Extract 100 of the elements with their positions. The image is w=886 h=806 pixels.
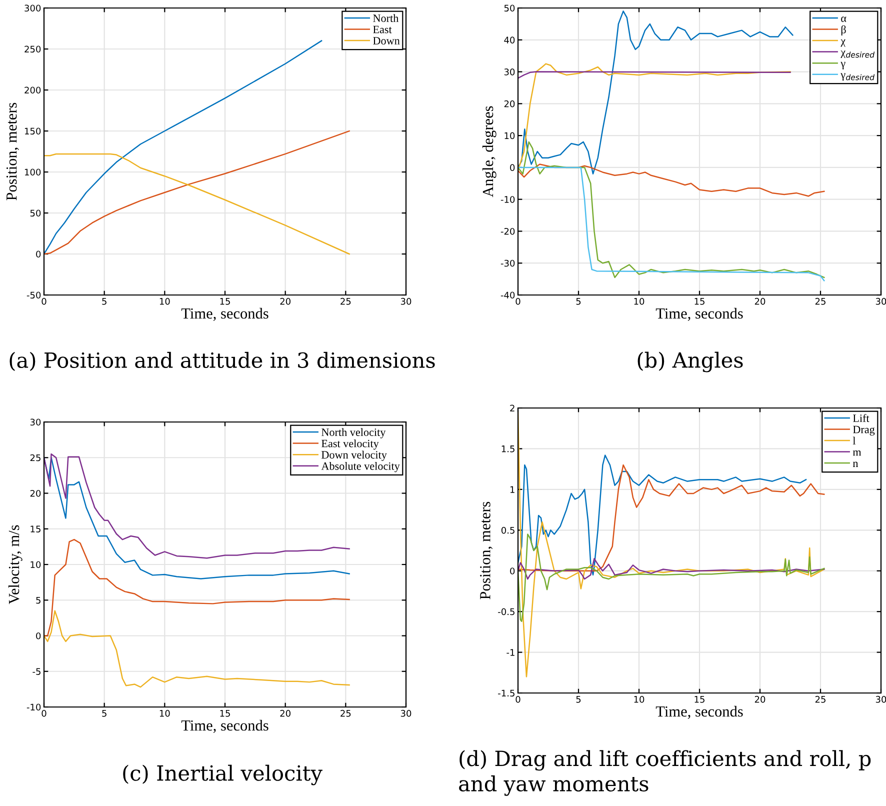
y-tick-label: 20 (504, 100, 515, 108)
line-series (518, 454, 807, 576)
x-tick-label: 0 (42, 298, 46, 305)
x-tick-label: 0 (516, 298, 520, 305)
legend-label: East (373, 26, 392, 34)
legend-label: East velocity (322, 439, 379, 450)
y-axis-title: Angle, degrees (482, 106, 496, 198)
line-series (44, 40, 322, 255)
line-series (518, 534, 825, 622)
x-tick-label: 25 (340, 298, 351, 305)
x-tick-label: 25 (815, 298, 826, 305)
y-tick-label: -20 (500, 228, 515, 235)
y-tick-label: 5 (36, 596, 40, 604)
x-tick-label: 25 (815, 696, 826, 703)
y-tick-label: -10 (500, 196, 515, 203)
x-tick-label: 0 (42, 710, 46, 717)
legend-label: χ (840, 39, 846, 47)
x-tick-label: 20 (754, 696, 766, 703)
legend-label: m (852, 450, 862, 456)
x-axis-title: Time, seconds (656, 706, 743, 719)
y-tick-label: 250 (24, 46, 41, 53)
x-tick-label: 10 (634, 696, 644, 703)
x-tick-label: 5 (102, 298, 106, 305)
y-tick-label: -40 (500, 292, 515, 299)
x-axis-title: Time, seconds (181, 308, 268, 321)
x-tick-label: 10 (634, 298, 644, 305)
y-tick-label: -5 (32, 668, 40, 675)
x-tick-label: 25 (340, 710, 351, 717)
y-tick-label: 50 (504, 4, 515, 12)
y-axis-title: Velocity, m/s (8, 525, 22, 604)
y-tick-label: 0.5 (501, 526, 514, 534)
x-tick-label: 5 (576, 696, 581, 703)
line-series (518, 464, 825, 572)
y-tick-label: 0 (510, 164, 515, 172)
x-tick-label: 20 (280, 710, 290, 717)
y-axis-title: Position, meters (480, 502, 493, 600)
y-tick-label: 150 (24, 128, 41, 135)
line-series (518, 10, 794, 174)
y-tick-label: 10 (504, 132, 515, 140)
y-tick-label: 200 (24, 86, 41, 94)
text: (b) Angles (638, 352, 743, 372)
legend-label: Absolute velocity (321, 462, 400, 472)
legend-label: α (841, 16, 846, 22)
line-series (44, 153, 350, 255)
x-tick-label: 5 (102, 710, 106, 717)
y-axis-title: Position, meters (6, 102, 19, 200)
line-series (518, 164, 825, 197)
x-tick-label: 30 (876, 696, 886, 703)
legend-label: North (373, 14, 399, 22)
x-tick-label: 30 (400, 298, 412, 305)
y-tick-label: 30 (30, 418, 41, 426)
y-tick-label: 1.5 (502, 446, 514, 452)
x-tick-label: 15 (220, 298, 230, 305)
x-tick-label: 10 (160, 298, 170, 305)
legend-label: Down velocity (322, 450, 387, 461)
text: (d) Drag and lift coefficients and roll, p and yaw moments (459, 750, 871, 796)
x-tick-label: 15 (220, 710, 230, 717)
legend-label: Lift (852, 414, 870, 422)
legend-label: Down (373, 37, 400, 45)
legend-label: North velocity (322, 428, 386, 438)
y-tick-label: 0 (36, 250, 41, 258)
y-tick-label: 1 (510, 486, 514, 493)
x-tick-label: 10 (160, 710, 170, 717)
y-tick-label: 20 (30, 490, 41, 497)
x-tick-label: 20 (754, 298, 766, 305)
y-tick-label: 10 (30, 561, 41, 568)
line-series (518, 71, 791, 79)
legend-label: β (841, 25, 846, 36)
line-series (44, 130, 350, 255)
y-tick-label: -1 (506, 649, 514, 656)
text: (c) Inertial velocity (123, 764, 322, 786)
legend-label: χ$_{desired}$ (840, 50, 875, 58)
y-tick-label: 40 (504, 36, 515, 44)
x-tick-label: 30 (876, 298, 886, 305)
y-tick-label: 300 (24, 4, 41, 12)
legend-label: Drag (852, 426, 875, 436)
x-tick-label: 0 (516, 696, 520, 703)
y-tick-label: 50 (30, 210, 41, 217)
y-tick-label: 2 (510, 404, 514, 412)
line-series (518, 63, 791, 172)
line-series (44, 538, 350, 636)
y-tick-label: -1.5 (498, 690, 514, 697)
legend-label: l (852, 436, 856, 444)
line-series (518, 166, 825, 282)
x-axis-title: Time, seconds (181, 720, 268, 733)
y-tick-label: -10 (26, 704, 41, 711)
x-axis-title: Time, seconds (656, 308, 743, 321)
y-tick-label: 30 (504, 68, 515, 76)
legend-label: n (852, 462, 858, 467)
x-tick-label: 5 (576, 298, 581, 305)
x-tick-label: 20 (280, 298, 290, 305)
legend-label: γ$_{desired}$ (840, 73, 875, 81)
y-tick-label: 25 (30, 454, 40, 462)
line-series (44, 610, 350, 688)
y-tick-label: 0 (36, 632, 41, 640)
y-tick-label: 0 (510, 568, 515, 574)
y-tick-label: -50 (26, 292, 41, 299)
y-tick-label: 15 (30, 526, 40, 532)
x-tick-label: 30 (400, 710, 412, 717)
x-tick-label: 15 (694, 298, 704, 305)
